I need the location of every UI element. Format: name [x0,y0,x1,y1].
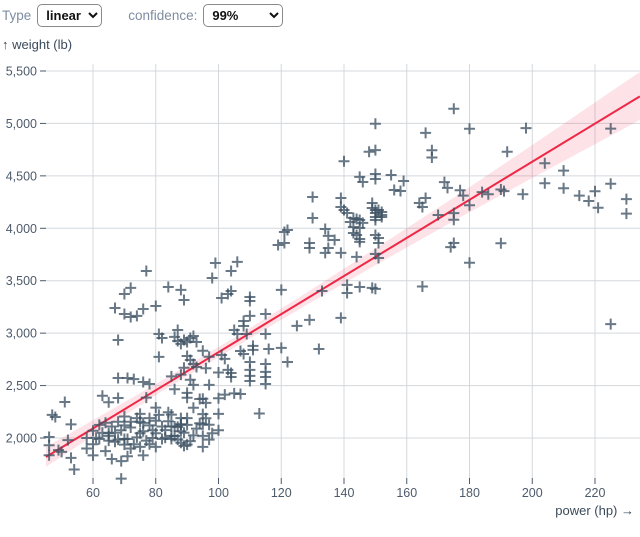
y-axis-title: ↑ weight (lb) [2,37,73,52]
type-label: Type [2,8,32,23]
svg-text:2,500: 2,500 [6,379,37,393]
svg-text:100: 100 [208,486,229,500]
svg-text:4,000: 4,000 [6,222,37,236]
scatter-points [43,103,632,485]
svg-text:5,500: 5,500 [6,65,37,79]
x-axis: 60 80 100 120 140 160 180 200 220 [86,478,605,500]
regression-line [45,95,640,458]
svg-text:3,500: 3,500 [6,274,37,288]
y-axis: 2,000 2,500 3,000 3,500 4,000 4,500 5,000 5,500 [6,65,46,446]
svg-text:120: 120 [271,486,292,500]
svg-text:180: 180 [459,486,480,500]
svg-text:60: 60 [86,486,100,500]
svg-text:220: 220 [585,486,606,500]
svg-text:2,000: 2,000 [6,432,37,446]
svg-text:80: 80 [149,486,163,500]
svg-text:160: 160 [396,486,417,500]
grid [46,64,640,478]
controls-bar: Type linear confidence: 99% [2,4,284,27]
confidence-select[interactable]: 99% [203,4,284,27]
confidence-band [45,71,640,467]
svg-text:5,000: 5,000 [6,117,37,131]
confidence-label: confidence: [128,8,198,23]
x-axis-title: power (hp) → [555,503,634,518]
svg-text:4,500: 4,500 [6,169,37,183]
svg-text:200: 200 [522,486,543,500]
svg-text:140: 140 [334,486,355,500]
svg-text:3,000: 3,000 [6,327,37,341]
type-select[interactable]: linear [37,4,103,27]
